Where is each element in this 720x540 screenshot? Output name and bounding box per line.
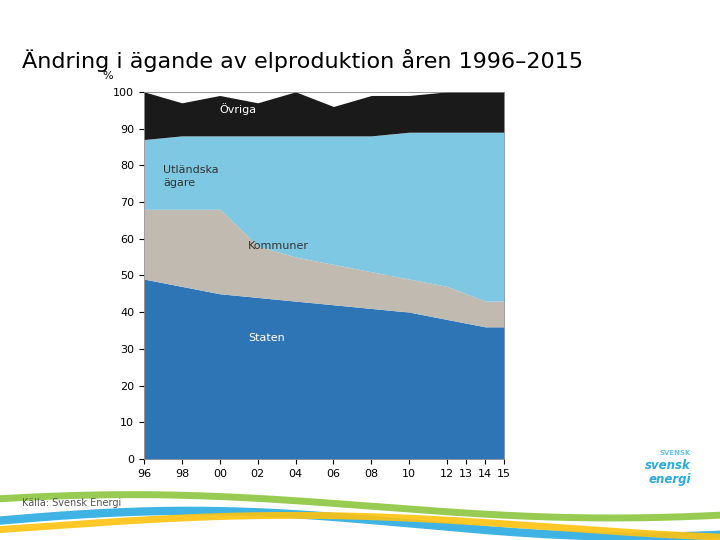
Text: Övriga: Övriga <box>220 103 257 114</box>
Y-axis label: %: % <box>103 71 113 81</box>
Text: SVENSK: SVENSK <box>660 450 691 456</box>
Text: Källa: Svensk Energi: Källa: Svensk Energi <box>22 497 121 508</box>
Text: Ändring i ägande av elproduktion åren 1996–2015: Ändring i ägande av elproduktion åren 19… <box>22 49 582 72</box>
Text: Utländska
ägare: Utländska ägare <box>163 165 219 187</box>
Text: Staten: Staten <box>248 333 285 343</box>
Text: Kommuner: Kommuner <box>248 241 309 251</box>
Text: svensk
energi: svensk energi <box>645 459 691 486</box>
